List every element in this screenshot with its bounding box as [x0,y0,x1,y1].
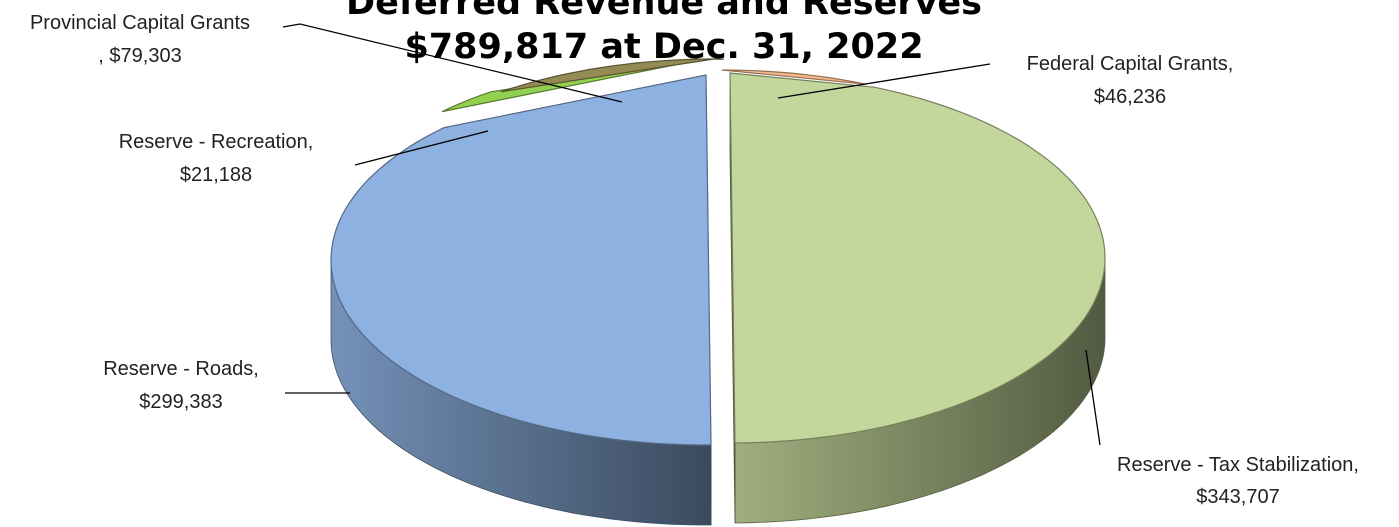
pie-slice-reserve-tax-stabilization [729,72,1106,444]
data-label-reserve-recreation-value: $21,188 [180,164,252,186]
data-label-reserve-roads-value: $299,383 [139,391,222,413]
data-label-reserve-recreation-name: Reserve - Recreation, [119,131,314,153]
data-label-reserve-tax-stabilization-name: Reserve - Tax Stabilization, [1117,454,1359,476]
pie-slice-provincial-capital-grants [500,58,724,93]
leader-lines [282,23,1101,446]
data-label-provincial-capital-grants-value: , $79,303 [98,45,181,67]
data-label-federal-capital-grants-name: Federal Capital Grants, [1027,53,1234,75]
data-label-provincial-capital-grants-name: Provincial Capital Grants [30,12,250,34]
data-label-reserve-roads-name: Reserve - Roads, [103,358,259,380]
data-label-reserve-tax-stabilization-value: $343,707 [1196,486,1279,508]
chart-subtitle: $789,817 at Dec. 31, 2022 [404,27,923,67]
leader-line-reserve-recreation [354,130,489,166]
slice-tops [330,58,1106,446]
chart-title: Deferred Revenue and Reserves [346,0,982,23]
pie-slice-reserve-recreation [441,58,705,113]
pie-slice-reserve-roads [330,74,712,446]
leader-line-federal-capital-grants [777,63,991,99]
pie-slice-federal-capital-grants [721,69,867,85]
leader-line-reserve-tax-stabilization [1085,349,1101,446]
data-labels: Federal Capital Grants, $46,236 Reserve - … [30,12,1359,508]
leader-line-provincial-capital-grants [282,23,623,103]
data-label-federal-capital-grants-value: $46,236 [1094,86,1166,108]
